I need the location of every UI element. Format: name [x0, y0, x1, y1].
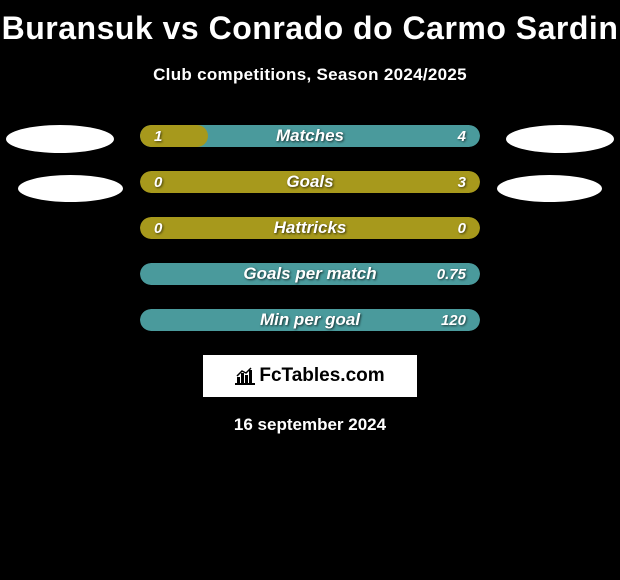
stat-bar: Min per goal120 [140, 309, 480, 331]
stat-value-right: 120 [441, 309, 466, 331]
stat-value-right: 4 [458, 125, 466, 147]
player-left-ellipse-2 [18, 175, 123, 202]
date-text: 16 september 2024 [0, 415, 620, 435]
logo-text: FcTables.com [259, 365, 384, 387]
stat-bar: Matches1 4 [140, 125, 480, 147]
player-right-ellipse-1 [506, 125, 614, 153]
stat-label: Matches [140, 125, 480, 147]
stat-label: Hattricks [140, 217, 480, 239]
stat-value-right: 3 [458, 171, 466, 193]
player-left-ellipse-1 [6, 125, 114, 153]
stat-label: Min per goal [140, 309, 480, 331]
player-right-ellipse-2 [497, 175, 602, 202]
stat-label: Goals per match [140, 263, 480, 285]
stat-bar: Goals0 3 [140, 171, 480, 193]
stat-value-right: 0.75 [437, 263, 466, 285]
content-area: Matches14Goals03Hattricks00Goals per mat… [0, 125, 620, 435]
stat-value-left: 0 [154, 171, 162, 193]
stat-bar: Goals per match0.75 [140, 263, 480, 285]
chart-icon [235, 367, 255, 385]
stats-bars: Matches14Goals03Hattricks00Goals per mat… [140, 125, 480, 331]
stat-value-left: 0 [154, 217, 162, 239]
stat-value-right: 0 [458, 217, 466, 239]
stat-bar: Hattricks0 0 [140, 217, 480, 239]
stat-value-left: 1 [154, 125, 162, 147]
logo-box: FcTables.com [203, 355, 417, 397]
stat-label: Goals [140, 171, 480, 193]
comparison-title: Buransuk vs Conrado do Carmo Sardin [0, 0, 620, 47]
comparison-subtitle: Club competitions, Season 2024/2025 [0, 65, 620, 85]
